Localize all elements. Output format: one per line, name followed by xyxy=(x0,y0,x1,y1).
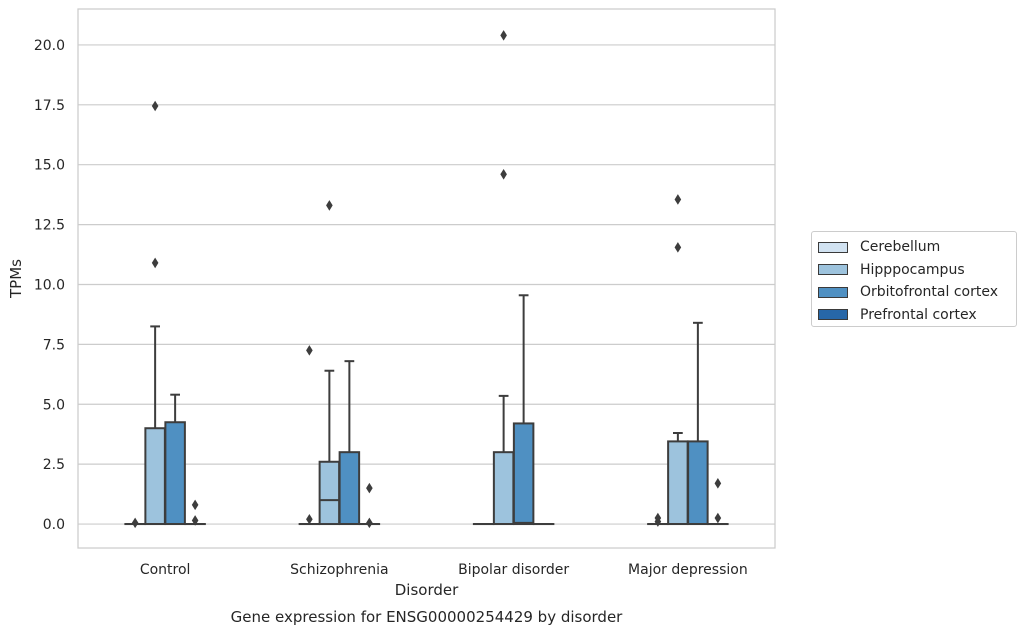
outlier-point xyxy=(674,242,682,253)
y-tick-label: 5.0 xyxy=(43,397,65,413)
legend-item-hipppocampus: Hipppocampus xyxy=(818,259,1010,282)
box-prefrontal-cortex-control xyxy=(184,499,206,526)
legend-item-prefrontal-cortex: Prefrontal cortex xyxy=(818,304,1010,327)
y-tick-label: 12.5 xyxy=(34,218,65,234)
x-tick-label-bipolar-disorder: Bipolar disorder xyxy=(458,562,569,578)
box-orbitofrontal-cortex-schizophrenia xyxy=(338,360,361,526)
box-body xyxy=(338,451,361,526)
box-body xyxy=(144,427,166,526)
plot-frame xyxy=(77,8,776,549)
box-body xyxy=(687,440,709,526)
box-body xyxy=(512,422,535,526)
legend-item-orbitofrontal-cortex: Orbitofrontal cortex xyxy=(818,281,1010,304)
y-tick-label: 17.5 xyxy=(34,98,65,114)
outlier-point xyxy=(654,512,662,524)
outlier-point xyxy=(151,257,159,269)
legend-label: Cerebellum xyxy=(860,239,941,256)
legend: Cerebellum Hipppocampus Orbitofrontal cort… xyxy=(811,231,1017,327)
legend-item-cerebellum: Cerebellum xyxy=(818,236,1010,259)
chart-caption: Gene expression for ENSG00000254429 by d… xyxy=(231,608,624,626)
legend-swatch xyxy=(818,264,848,276)
x-tick-label-major-depression: Major depression xyxy=(628,562,748,578)
box-orbitofrontal-cortex-bipolar-disorder xyxy=(512,294,535,526)
y-tick-label: 15.0 xyxy=(34,158,65,174)
box-prefrontal-cortex-major-depression xyxy=(707,478,729,526)
box-body xyxy=(164,421,186,526)
box-cerebellum-major-depression xyxy=(647,512,669,527)
outlier-point xyxy=(191,515,199,526)
x-tick-label-schizophrenia: Schizophrenia xyxy=(290,562,388,578)
x-axis-title: Disorder xyxy=(395,581,459,599)
outlier-point xyxy=(366,517,373,529)
box-hipppocampus-major-depression xyxy=(667,194,689,526)
outlier-point xyxy=(131,517,139,529)
x-tick-label-control: Control xyxy=(140,562,191,578)
outlier-point xyxy=(151,100,159,112)
y-tick-label: 20.0 xyxy=(34,38,65,54)
y-axis-title: TPMs xyxy=(7,259,25,299)
legend-label: Orbitofrontal cortex xyxy=(860,284,998,301)
box-layer xyxy=(124,30,729,529)
box-orbitofrontal-cortex-control xyxy=(164,393,186,526)
legend-label: Prefrontal cortex xyxy=(860,306,977,323)
outlier-point xyxy=(366,482,373,494)
outlier-point xyxy=(714,512,722,524)
box-prefrontal-cortex-schizophrenia xyxy=(358,482,381,529)
outlier-point xyxy=(714,478,722,489)
legend-swatch xyxy=(818,241,848,253)
grid-layer xyxy=(78,44,775,525)
outlier-point xyxy=(306,513,313,525)
box-orbitofrontal-cortex-major-depression xyxy=(687,321,709,526)
y-tick-label: 2.5 xyxy=(43,457,65,473)
legend-swatch xyxy=(818,309,848,321)
outlier-point xyxy=(306,345,313,356)
y-tick-label: 0.0 xyxy=(43,517,65,533)
outlier-point xyxy=(326,200,333,211)
outlier-point xyxy=(500,169,507,180)
box-body xyxy=(667,440,689,526)
box-body xyxy=(492,451,515,526)
outlier-point xyxy=(674,194,682,205)
box-cerebellum-schizophrenia xyxy=(298,345,321,526)
y-tick-label: 7.5 xyxy=(43,337,65,353)
outlier-point xyxy=(500,30,507,41)
box-cerebellum-control xyxy=(124,517,146,529)
box-body xyxy=(318,460,341,526)
outlier-point xyxy=(191,499,199,511)
box-hipppocampus-schizophrenia xyxy=(318,200,341,526)
y-tick-label: 10.0 xyxy=(34,277,65,293)
box-hipppocampus-bipolar-disorder xyxy=(492,30,515,526)
tick-layer: 0.0 2.5 5.0 7.5 10.0 12.5 15.0 17.5 20.0 Control S… xyxy=(34,38,748,578)
legend-label: Hipppocampus xyxy=(860,261,965,278)
legend-swatch xyxy=(818,286,848,298)
